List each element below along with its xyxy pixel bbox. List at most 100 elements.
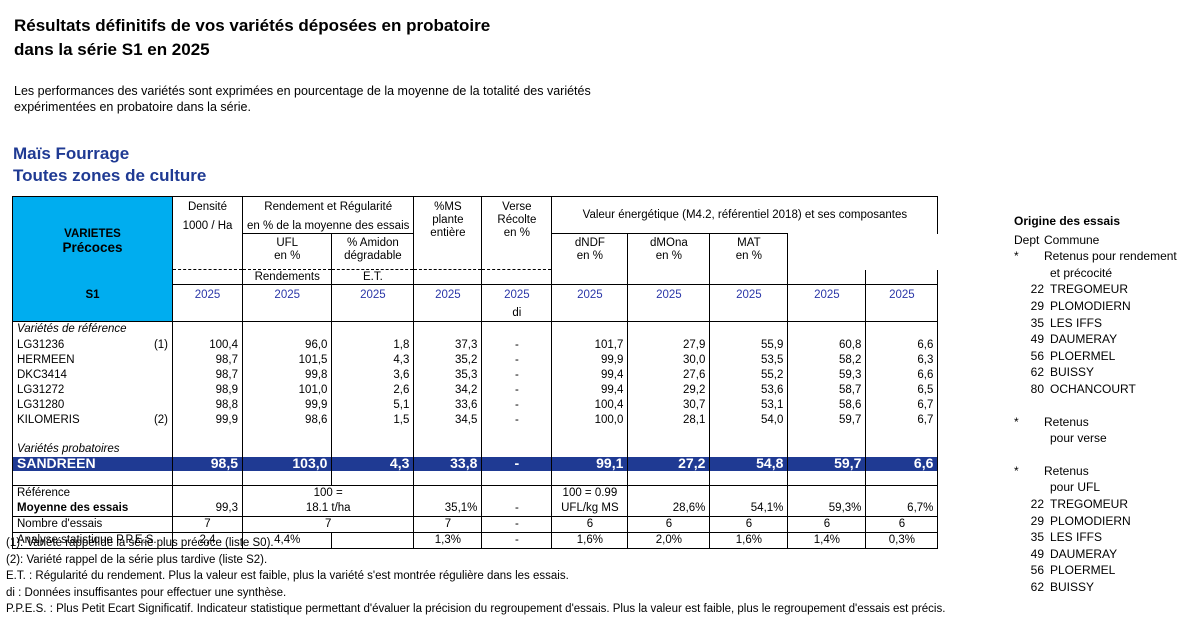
cell-ms: 37,3	[413, 337, 483, 353]
variety-name-cell: HERMEEN	[12, 352, 173, 368]
cell-densite: 99,9	[172, 412, 243, 428]
spacer2-et	[331, 470, 415, 486]
header-verse-spacer	[481, 269, 553, 285]
header-dndf-l1: dNDF	[574, 237, 605, 249]
stats-moy-ufl: UFL/kg MS	[551, 500, 629, 517]
variety-name: KILOMERIS	[17, 413, 80, 426]
header-ms-l2: plante	[432, 214, 464, 226]
footnote-item: E.T. : Régularité du rendement. Plus la …	[6, 570, 569, 582]
origin-site-commune: TREGOMEUR	[1050, 496, 1128, 511]
spacer-row-2	[12, 470, 939, 486]
cell-dmona: 58,7	[787, 382, 867, 398]
origin-site-dept: 80	[1030, 381, 1044, 396]
header-rendement-group-title: Rendement et Régularité	[264, 201, 393, 213]
cell-dndf: 55,2	[709, 367, 789, 383]
header-dmona-l2: en %	[655, 250, 682, 262]
table-row-highlighted: SANDREEN 98,5 103,0 4,3 33,8 - 99,1 27,2…	[12, 456, 939, 471]
spacer-ms	[413, 427, 483, 442]
spacer2-densite	[172, 470, 243, 486]
header-precocity-label: Précoces	[62, 239, 123, 255]
page-title-line1: Résultats définitifs de vos variétés dép…	[14, 16, 491, 35]
origin-group1-site: 49 DAUMERAY	[1014, 331, 1193, 348]
header-ufl-l1: UFL	[276, 237, 299, 249]
di-dmona-filler	[787, 306, 867, 322]
cell-et: 1,5	[331, 412, 415, 428]
stats-moy-dndf: 54,1%	[709, 500, 789, 517]
cell-et: 2,6	[331, 382, 415, 398]
year-dndf: 2025	[709, 284, 789, 307]
origin-column-headers: Dept Commune	[1014, 232, 1193, 249]
section-ref-ufl	[551, 320, 629, 338]
stats-ppes-ufl: 1,6%	[551, 532, 629, 549]
spacer2-amidon	[627, 470, 711, 486]
origin-group2-header: * Retenus	[1014, 414, 1193, 431]
header-amidon-l1: % Amidon	[347, 237, 399, 249]
section-probatoires-row: Variétés probatoires	[12, 441, 939, 457]
header-dndf-l2: en %	[576, 250, 603, 262]
section-prob-dndf	[709, 441, 789, 457]
stats-ref-dndf	[709, 485, 789, 501]
di-ufl-filler	[551, 306, 629, 322]
origin-site-commune: TREGOMEUR	[1050, 282, 1128, 297]
origin-group2-line2: pour verse	[1050, 431, 1107, 446]
header-energy-group: Valeur énergétique (M4.2, référentiel 20…	[551, 196, 939, 234]
results-table-container: VARIETES Précoces Densité 1000 / Ha Rend…	[12, 196, 939, 549]
cell-dndf: 54,8	[709, 456, 789, 471]
stats-ppes-et	[331, 532, 415, 549]
cell-densite: 98,7	[172, 367, 243, 383]
origin-site-dept: 22	[1030, 496, 1044, 511]
variety-name: HERMEEN	[17, 353, 75, 366]
stats-moy-verse: -	[481, 500, 553, 517]
section-prob-ms	[413, 441, 483, 457]
intro-line1: Les performances des variétés sont expri…	[14, 84, 544, 98]
section-ref-dmona	[787, 320, 867, 338]
stats-moy-densite: 99,3	[172, 500, 243, 517]
cell-ms: 33,8	[413, 456, 483, 471]
section-ref-amidon	[627, 320, 711, 338]
cell-rendement: 103,0	[242, 456, 333, 471]
stats-ppes-rendement: 4,4%	[242, 532, 333, 549]
section-prob-densite	[172, 441, 243, 457]
variety-name-cell: LG31272	[12, 382, 173, 398]
origin-site-dept: 62	[1030, 579, 1044, 594]
section-ref-densite	[172, 320, 243, 338]
year-amidon: 2025	[627, 284, 711, 307]
cell-rendement: 101,0	[242, 382, 333, 398]
cell-amidon: 27,2	[627, 456, 711, 471]
cell-verse: -	[481, 382, 553, 398]
cell-rendement: 99,8	[242, 367, 333, 383]
origin-site-dept: 35	[1030, 530, 1044, 545]
cell-dndf: 53,5	[709, 352, 789, 368]
origin-title: Origine des essais	[1014, 214, 1121, 228]
stats-moy-dmona: 59,3%	[787, 500, 867, 517]
stats-moy-amidon: 28,6%	[627, 500, 711, 517]
stats-moy-ms: 35,1%	[413, 500, 483, 517]
stats-ppes-ms: 1,3%	[413, 532, 483, 549]
header-verse-l2: Récolte	[497, 214, 537, 226]
stats-ref-dmona	[787, 485, 867, 501]
spacer2-mat	[865, 470, 939, 486]
origin-site-dept: 35	[1030, 315, 1044, 330]
header-rendement-group-sub: en % de la moyenne des essais	[247, 220, 410, 232]
header-dmona: dMOna en %	[627, 233, 711, 270]
origin-group3-star: *	[1014, 463, 1019, 478]
stats-essais-ms: 7	[413, 516, 483, 533]
cell-dndf: 53,6	[709, 382, 789, 398]
header-rendement-group: Rendement et Régularité en % de la moyen…	[242, 196, 415, 234]
header-ufl: UFL en %	[241, 233, 333, 270]
stats-ppes-mat: 0,3%	[865, 532, 939, 549]
origin-group1-star: *	[1014, 249, 1019, 264]
origin-site-commune: DAUMERAY	[1050, 332, 1118, 347]
cell-dndf: 55,9	[709, 337, 789, 353]
origin-group3-site: 49 DAUMERAY	[1014, 546, 1193, 563]
table-row: DKC3414 98,7 99,8 3,6 35,3 - 99,4 27,6 5…	[12, 367, 939, 383]
stats-moy-rendement: 18.1 t/ha	[242, 500, 415, 517]
header-verse-l3: en %	[503, 227, 530, 239]
header-verse-l1: Verse	[502, 201, 532, 213]
cell-verse: -	[481, 337, 553, 353]
stats-reference-row: Référence 100 = 100 = 0.99	[12, 485, 939, 501]
stats-moy-mat: 6,7%	[865, 500, 939, 517]
variety-name: LG31272	[17, 383, 65, 396]
cell-densite: 98,9	[172, 382, 243, 398]
cell-densite: 100,4	[172, 337, 243, 353]
